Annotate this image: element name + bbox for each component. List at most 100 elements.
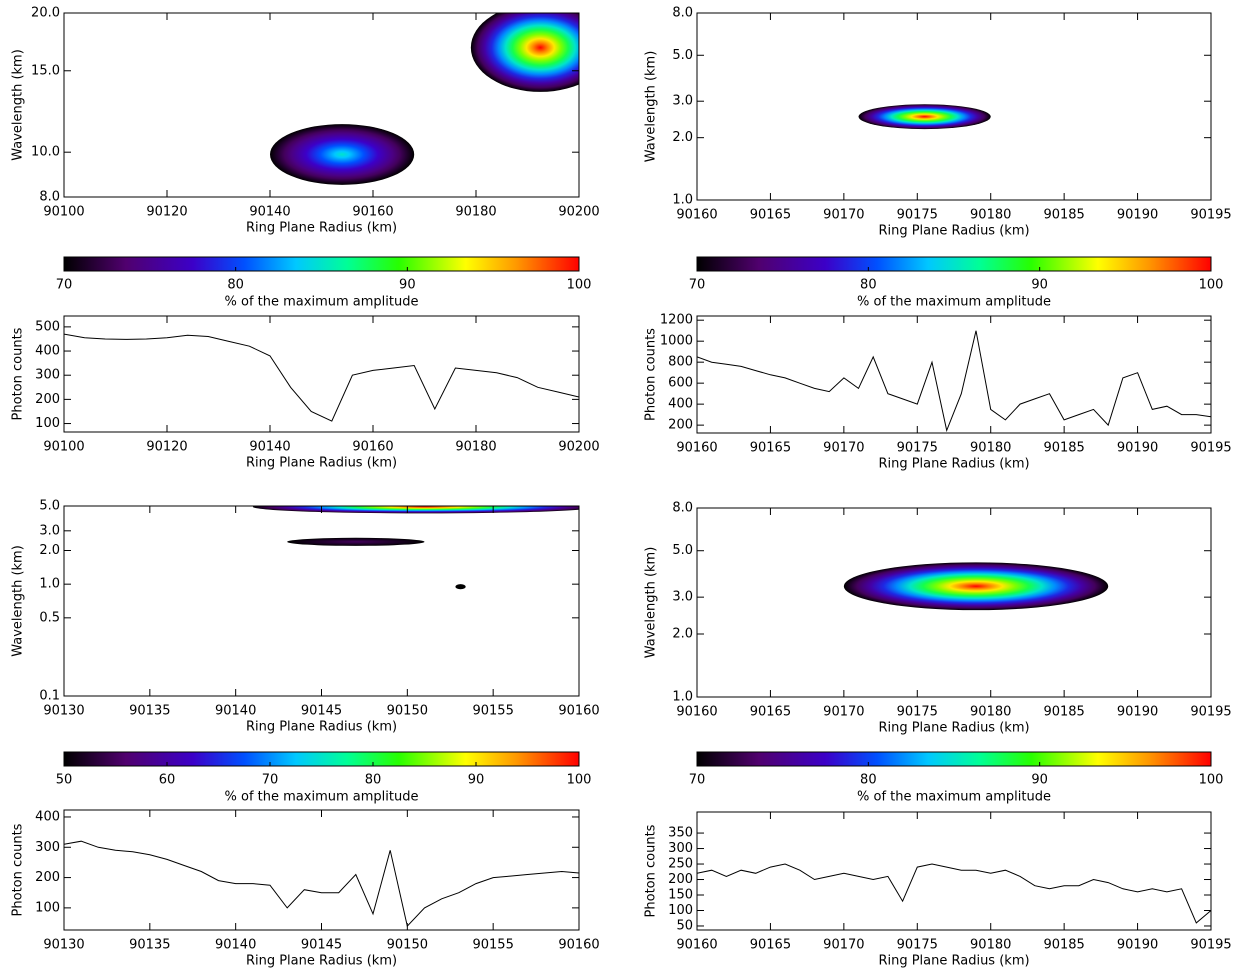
x-tick-label: 90190 <box>1117 208 1158 223</box>
colorbar-tick-label: 70 <box>262 773 279 788</box>
y-tick-label: 10.0 <box>31 145 60 160</box>
y-axis-label: Photon counts <box>11 327 26 420</box>
y-tick-label: 800 <box>668 355 693 370</box>
y-tick-label: 0.1 <box>39 689 60 704</box>
y-tick-label: 300 <box>35 840 60 855</box>
x-tick-label: 90160 <box>352 205 393 220</box>
colorbar-tick-label: 100 <box>1199 278 1224 293</box>
x-axis-label: Ring Plane Radius (km) <box>246 954 397 969</box>
x-tick-label: 90170 <box>823 441 864 456</box>
x-tick-label: 90155 <box>472 704 513 719</box>
amplitude-region <box>843 562 1109 611</box>
colorbar-tick-label: 100 <box>1199 773 1224 788</box>
colorbar-tick-label: 90 <box>1031 278 1048 293</box>
y-axis-label: Photon counts <box>644 328 659 421</box>
colorbar-tick-label: 90 <box>399 278 416 293</box>
amplitude-region <box>455 584 466 590</box>
y-tick-label: 250 <box>668 857 693 872</box>
x-tick-label: 90160 <box>558 938 599 953</box>
colorbar-tick-label: 50 <box>56 773 73 788</box>
y-tick-label: 500 <box>35 319 60 334</box>
y-tick-label: 600 <box>668 376 693 391</box>
x-tick-label: 90175 <box>897 208 938 223</box>
x-tick-label: 90130 <box>43 704 84 719</box>
y-tick-label: 5.0 <box>39 499 60 514</box>
colorbar <box>696 256 1212 272</box>
x-tick-label: 90100 <box>43 205 84 220</box>
colorbar-tick-label: 90 <box>1031 773 1048 788</box>
y-axis-label: Wavelength (km) <box>644 547 659 659</box>
x-tick-label: 90180 <box>455 440 496 455</box>
plot-frame <box>63 12 580 198</box>
plot-frame <box>696 12 1212 201</box>
x-tick-label: 90170 <box>823 938 864 953</box>
colorbar-tick-label: 100 <box>567 773 592 788</box>
x-tick-label: 90165 <box>750 208 791 223</box>
y-tick-label: 400 <box>35 344 60 359</box>
y-tick-label: 1200 <box>660 313 693 328</box>
x-tick-label: 90170 <box>823 208 864 223</box>
y-axis-label: Wavelength (km) <box>11 545 26 657</box>
x-tick-label: 90155 <box>472 938 513 953</box>
y-tick-label: 1.0 <box>672 690 693 705</box>
colorbar <box>63 256 580 272</box>
x-tick-label: 90140 <box>215 938 256 953</box>
y-tick-label: 400 <box>668 397 693 412</box>
x-axis-label: Ring Plane Radius (km) <box>246 456 397 471</box>
amplitude-region <box>470 13 579 92</box>
x-tick-label: 90180 <box>970 441 1011 456</box>
colorbar-label: % of the maximum amplitude <box>225 295 419 310</box>
y-tick-label: 2.0 <box>672 130 693 145</box>
plot-frame <box>63 505 580 697</box>
x-axis-label: Ring Plane Radius (km) <box>878 224 1029 239</box>
colorbar-tick-label: 80 <box>860 278 877 293</box>
amplitude-region <box>858 104 991 130</box>
y-axis-label: Photon counts <box>644 824 659 917</box>
x-tick-label: 90175 <box>897 441 938 456</box>
x-axis-label: Ring Plane Radius (km) <box>878 954 1029 969</box>
y-tick-label: 200 <box>668 872 693 887</box>
y-tick-label: 5.0 <box>672 543 693 558</box>
count-line <box>697 863 1211 924</box>
x-tick-label: 90195 <box>1190 441 1231 456</box>
x-tick-label: 90180 <box>970 705 1011 720</box>
x-tick-label: 90200 <box>558 205 599 220</box>
x-tick-label: 90135 <box>129 938 170 953</box>
colorbar <box>696 751 1212 767</box>
y-tick-label: 50 <box>676 918 693 933</box>
y-tick-label: 200 <box>35 392 60 407</box>
y-tick-label: 100 <box>35 900 60 915</box>
x-tick-label: 90160 <box>352 440 393 455</box>
colorbar-tick-label: 70 <box>56 278 73 293</box>
y-tick-label: 350 <box>668 826 693 841</box>
x-tick-label: 90160 <box>676 441 717 456</box>
x-axis-label: Ring Plane Radius (km) <box>246 720 397 735</box>
x-tick-label: 90100 <box>43 440 84 455</box>
y-tick-label: 5.0 <box>672 48 693 63</box>
plot-frame <box>696 315 1212 434</box>
colorbar-tick-label: 80 <box>227 278 244 293</box>
count-line <box>64 333 579 422</box>
x-tick-label: 90185 <box>1043 938 1084 953</box>
plot-frame <box>696 507 1212 698</box>
y-tick-label: 3.0 <box>672 94 693 109</box>
x-tick-label: 90140 <box>215 704 256 719</box>
x-tick-label: 90180 <box>970 208 1011 223</box>
x-tick-label: 90160 <box>676 208 717 223</box>
plot-frame <box>63 809 580 931</box>
y-tick-label: 2.0 <box>39 543 60 558</box>
x-tick-label: 90180 <box>970 938 1011 953</box>
x-tick-label: 90140 <box>249 440 290 455</box>
y-tick-label: 100 <box>668 903 693 918</box>
x-tick-label: 90165 <box>750 705 791 720</box>
x-tick-label: 90185 <box>1043 208 1084 223</box>
x-tick-label: 90145 <box>301 704 342 719</box>
x-tick-label: 90190 <box>1117 441 1158 456</box>
y-tick-label: 200 <box>668 418 693 433</box>
y-axis-label: Wavelength (km) <box>644 51 659 163</box>
plot-frame <box>696 811 1212 931</box>
y-tick-label: 2.0 <box>672 627 693 642</box>
plot-frame <box>63 315 580 433</box>
x-tick-label: 90180 <box>455 205 496 220</box>
x-tick-label: 90165 <box>750 938 791 953</box>
